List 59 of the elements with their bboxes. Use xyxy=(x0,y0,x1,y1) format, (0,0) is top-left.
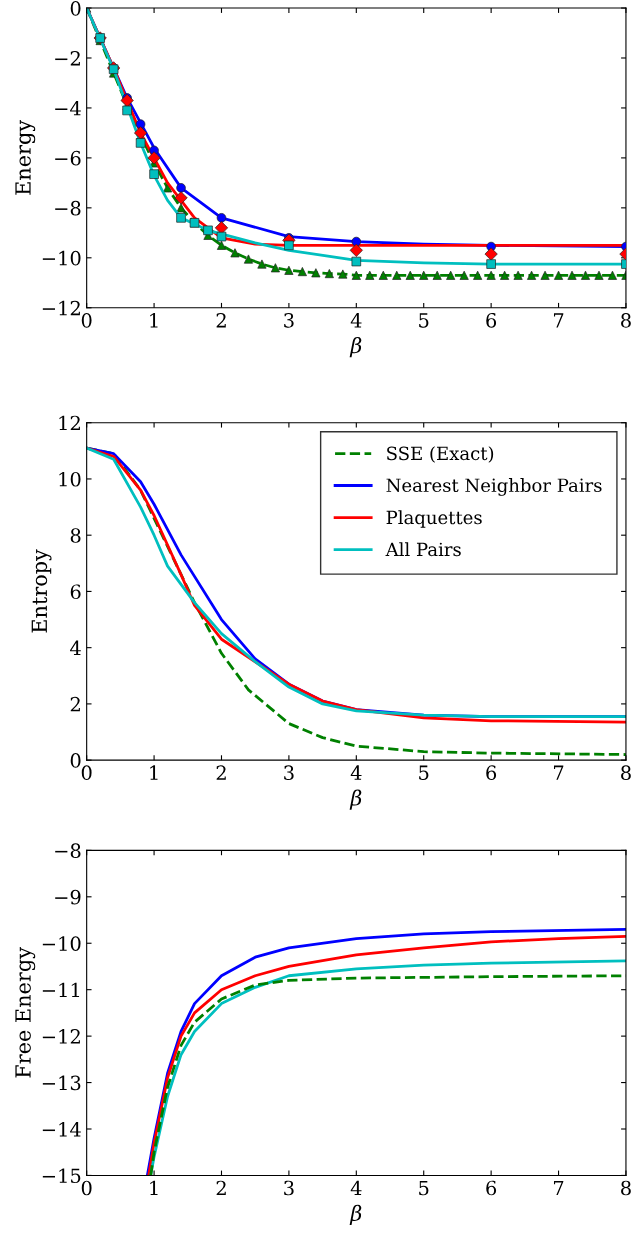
x-axis-title: β xyxy=(349,789,362,810)
legend-label: SSE (Exact) xyxy=(387,446,494,463)
x-tick-label: 6 xyxy=(486,1180,497,1196)
x-tick-label: 2 xyxy=(216,1180,226,1196)
y-axis-title: Energy xyxy=(15,119,36,195)
y-tick-label: −8 xyxy=(55,200,81,216)
x-axis-title: β xyxy=(349,1204,362,1225)
y-tick-label: −4 xyxy=(55,100,81,116)
x-tick-label: 1 xyxy=(150,1180,158,1196)
y-tick-label: −12 xyxy=(42,1029,80,1044)
y-tick-label: −2 xyxy=(55,50,80,66)
legend-label: Plaquettes xyxy=(386,510,482,528)
x-tick-label: 0 xyxy=(81,1180,92,1196)
x-tick-label: 2 xyxy=(216,312,226,328)
x-tick-label: 8 xyxy=(621,312,631,328)
x-tick-label: 2 xyxy=(216,765,226,780)
y-tick-label: 10 xyxy=(59,471,81,487)
x-tick-label: 1 xyxy=(150,765,158,780)
x-tick-label: 7 xyxy=(553,765,564,780)
legend-label: Nearest Neighbor Pairs xyxy=(386,478,602,496)
y-tick-label: −6 xyxy=(55,150,81,166)
y-tick-label: 0 xyxy=(70,753,81,768)
x-tick-label: 3 xyxy=(284,765,294,781)
legend-label: All Pairs xyxy=(385,542,461,557)
y-tick-label: −12 xyxy=(42,300,80,316)
x-tick-label: 4 xyxy=(350,312,362,328)
y-tick-label: −8 xyxy=(55,843,81,859)
y-tick-label: −11 xyxy=(42,982,80,998)
x-tick-label: 6 xyxy=(486,312,497,328)
x-tick-label: 8 xyxy=(621,765,631,781)
x-tick-label: 7 xyxy=(553,1180,564,1196)
x-tick-label: 8 xyxy=(621,1180,631,1196)
x-tick-label: 5 xyxy=(419,765,429,781)
x-tick-label: 4 xyxy=(350,765,362,780)
y-tick-label: −14 xyxy=(42,1121,81,1137)
x-tick-label: 3 xyxy=(284,1180,294,1196)
y-tick-label: −15 xyxy=(42,1168,81,1184)
y-axis-title: Entropy xyxy=(31,549,52,633)
y-tick-label: −10 xyxy=(42,250,81,266)
y-tick-label: 6 xyxy=(70,584,81,600)
y-tick-label: −13 xyxy=(42,1075,81,1091)
x-tick-label: 5 xyxy=(419,1180,429,1196)
y-tick-label: 8 xyxy=(70,528,81,543)
x-tick-label: 3 xyxy=(284,312,294,328)
y-tick-label: 12 xyxy=(59,415,80,431)
y-tick-label: 2 xyxy=(70,696,80,712)
x-tick-label: 0 xyxy=(81,312,92,328)
x-axis-title: β xyxy=(349,337,362,358)
y-axis-title: Free Energy xyxy=(15,947,36,1078)
x-tick-label: 7 xyxy=(553,313,564,328)
y-tick-label: −9 xyxy=(55,889,81,905)
x-tick-label: 6 xyxy=(486,765,497,781)
y-tick-label: −10 xyxy=(42,936,81,951)
y-tick-label: 4 xyxy=(70,640,81,656)
x-tick-label: 1 xyxy=(150,312,158,328)
x-tick-label: 5 xyxy=(419,313,429,328)
x-tick-label: 0 xyxy=(81,765,92,781)
y-tick-label: 0 xyxy=(70,0,81,16)
x-tick-label: 4 xyxy=(350,1180,362,1196)
